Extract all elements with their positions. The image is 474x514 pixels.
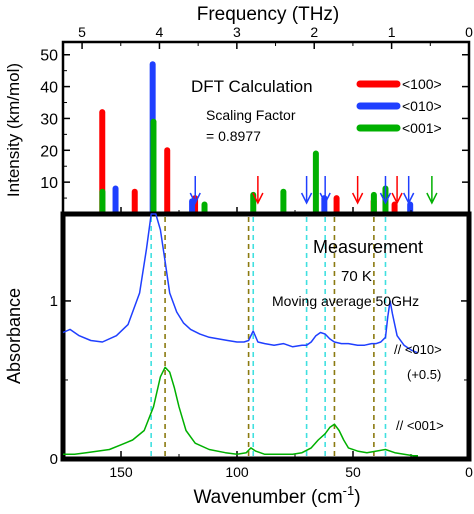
absorbance-axis-label: Absorbance: [4, 288, 24, 384]
wavenumber-axis-label-main: Wavenumber (cm: [193, 487, 342, 508]
intensity-tick-label: 50: [40, 48, 58, 65]
wavenumber-tick-label: 150: [109, 464, 133, 480]
mode-arrow-head: [351, 192, 364, 205]
top-tick-label: 0: [465, 24, 473, 40]
absorbance-tick-label: 1: [50, 293, 58, 310]
legend: <100> <010> <001>: [356, 76, 442, 136]
measurement-title: Measurement: [313, 237, 423, 257]
intensity-axis-label: Intensity (km/mol): [4, 63, 23, 197]
wavenumber-axis-label-end: ): [354, 487, 360, 508]
mode-arrow-head: [379, 192, 392, 205]
series-label-010: // <010>: [394, 342, 442, 357]
intensity-tick-label: 30: [40, 111, 58, 128]
legend-label: <010>: [402, 98, 442, 114]
mode-arrow-head: [403, 192, 415, 205]
wavenumber-tick-label: 0: [465, 464, 473, 480]
legend-title: DFT Calculation: [191, 77, 313, 96]
top-tick-label: 3: [233, 24, 241, 40]
wavenumber-tick-labels: 150 100 50 0: [109, 464, 473, 480]
absorbance-series-line: [62, 213, 419, 354]
top-tick-label: 5: [78, 24, 86, 40]
wavenumber-axis-label: Wavenumber (cm-1): [193, 483, 360, 508]
intensity-tick-label: 10: [40, 175, 58, 192]
top-tick-label: 1: [388, 24, 396, 40]
top-tick-label: 2: [310, 24, 318, 40]
intensity-tick-label: 20: [40, 143, 58, 160]
top-tick-label: 4: [156, 24, 164, 40]
temperature-label: 70 K: [341, 268, 372, 285]
top-axis-title: Frequency (THz): [197, 4, 340, 25]
absorbance-lines: [62, 213, 419, 457]
top-axis-tick-labels: 5 4 3 2 1 0: [78, 24, 473, 40]
mode-arrows: [189, 176, 438, 205]
mode-arrow-head: [391, 192, 403, 205]
top-axis-ticks: [63, 42, 470, 199]
wavenumber-tick-label: 50: [345, 464, 361, 480]
absorbance-tick-label: 0: [50, 451, 58, 468]
guide-lines: [150, 217, 387, 456]
offset-label: (+0.5): [407, 367, 441, 382]
dft-bar-panel: 10 20 30 40 50 DFT Calculation Scaling Facto…: [40, 40, 471, 216]
wavenumber-tick-label: 100: [225, 464, 249, 480]
mode-arrow-head: [300, 192, 313, 205]
mode-arrow-head: [319, 192, 331, 205]
wavenumber-axis-label-sup: -1: [343, 483, 355, 498]
legend-label: <001>: [402, 120, 442, 136]
intensity-tick-labels: 10 20 30 40 50: [40, 48, 58, 192]
scaling-factor-value: = 0.8977: [206, 128, 261, 144]
mode-arrow-head: [189, 192, 201, 205]
moving-average-label: Moving average 50GHz: [272, 293, 419, 309]
absorbance-tick-labels: 01: [50, 293, 58, 468]
absorbance-panel: 01 150 100 50 0 Measurement 70 K Moving ave…: [50, 207, 473, 480]
legend-label: <100>: [402, 76, 442, 92]
mode-arrow-head: [426, 192, 438, 205]
scaling-factor-label: Scaling Factor: [206, 107, 296, 123]
absorbance-series-line: [63, 366, 418, 457]
mode-arrow-head: [252, 192, 264, 205]
intensity-tick-label: 40: [40, 80, 58, 97]
series-label-001: // <001>: [396, 418, 444, 433]
bottom-plot-frame: [60, 211, 472, 462]
